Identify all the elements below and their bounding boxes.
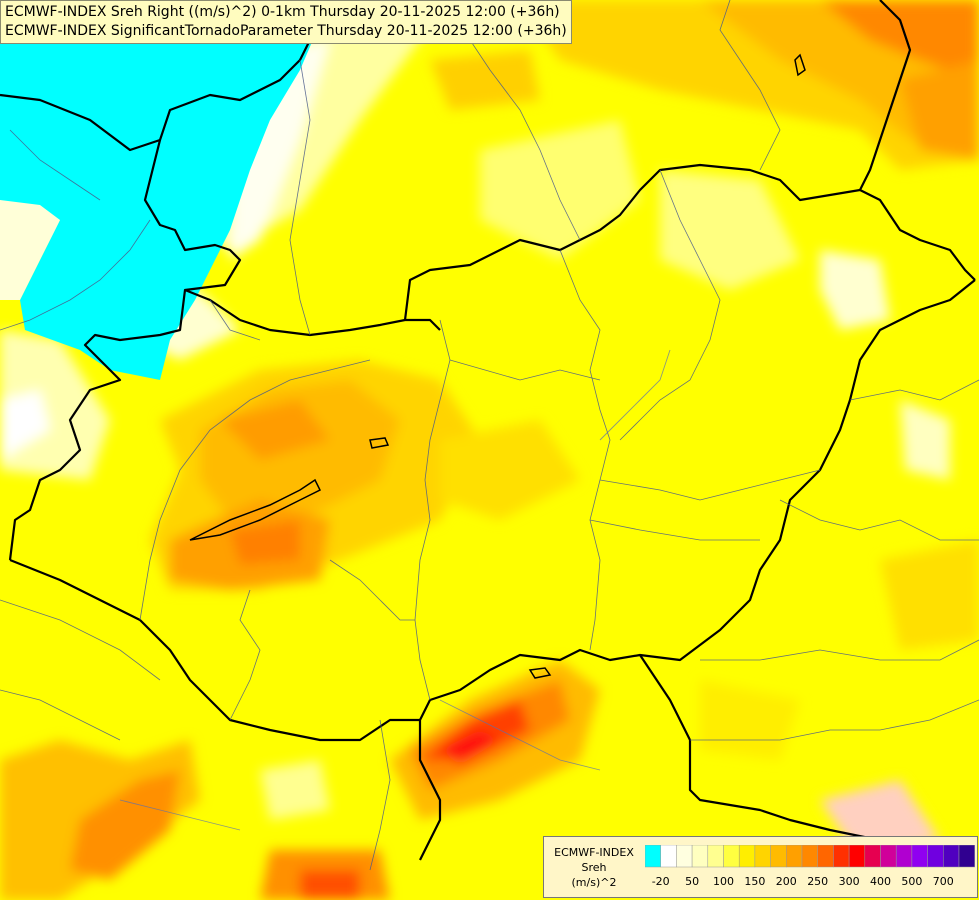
- legend-tick-label: 200: [775, 875, 797, 888]
- legend-tick-label: 250: [807, 875, 829, 888]
- legend-model: ECMWF-INDEX: [554, 846, 634, 859]
- legend-swatch: [723, 845, 740, 868]
- legend-swatch: [958, 845, 975, 868]
- legend-tick-label: 100: [713, 875, 734, 888]
- map-title-box: ECMWF-INDEX Sreh Right ((m/s)^2) 0-1km T…: [0, 0, 572, 44]
- legend-swatch: [645, 845, 661, 868]
- legend-swatch: [738, 845, 756, 868]
- legend-param: Sreh: [581, 861, 607, 874]
- legend-swatch: [911, 845, 928, 868]
- legend-tick-label: 700: [932, 875, 954, 888]
- legend-swatch: [848, 845, 866, 868]
- legend-swatch: [895, 845, 913, 868]
- color-legend: ECMWF-INDEX Sreh (m/s)^2 -20 50 100 150 200 2…: [543, 836, 978, 898]
- legend-swatch: [833, 845, 850, 868]
- legend-swatch: [786, 845, 803, 868]
- legend-tick-label: -20: [651, 875, 670, 888]
- legend-ticks: -20 50 100 150 200 250 300 400 500 700: [645, 875, 975, 891]
- legend-tick-label: 50: [685, 875, 700, 888]
- regional-borders: [0, 0, 979, 871]
- legend-swatch: [864, 845, 881, 868]
- legend-swatch: [660, 845, 677, 868]
- legend-swatch: [817, 845, 834, 868]
- title-line-sreh: ECMWF-INDEX Sreh Right ((m/s)^2) 0-1km T…: [5, 4, 560, 20]
- legend-unit: (m/s)^2: [571, 876, 617, 889]
- rivers: [119, 349, 671, 831]
- legend-swatch: [801, 845, 818, 868]
- legend-swatch: [754, 845, 771, 868]
- legend-swatch: [676, 845, 693, 868]
- legend-swatch: [770, 845, 787, 868]
- legend-tick-label: 400: [870, 875, 891, 888]
- cyan-negative-region: [0, 0, 330, 380]
- lake-outlines: [189, 53, 806, 679]
- legend-tick-label: 500: [901, 875, 923, 888]
- legend-label: ECMWF-INDEX Sreh (m/s)^2: [548, 845, 640, 890]
- legend-swatch: [691, 845, 709, 868]
- legend-swatch: [943, 845, 960, 868]
- legend-tick-label: 300: [838, 875, 860, 888]
- title-line-stp: ECMWF-INDEX SignificantTornadoParameter …: [5, 23, 567, 39]
- legend-swatch: [880, 845, 897, 868]
- legend-swatch: [707, 845, 724, 868]
- legend-tick-label: 150: [744, 875, 766, 888]
- legend-swatches: [645, 845, 975, 868]
- legend-swatch: [927, 845, 944, 868]
